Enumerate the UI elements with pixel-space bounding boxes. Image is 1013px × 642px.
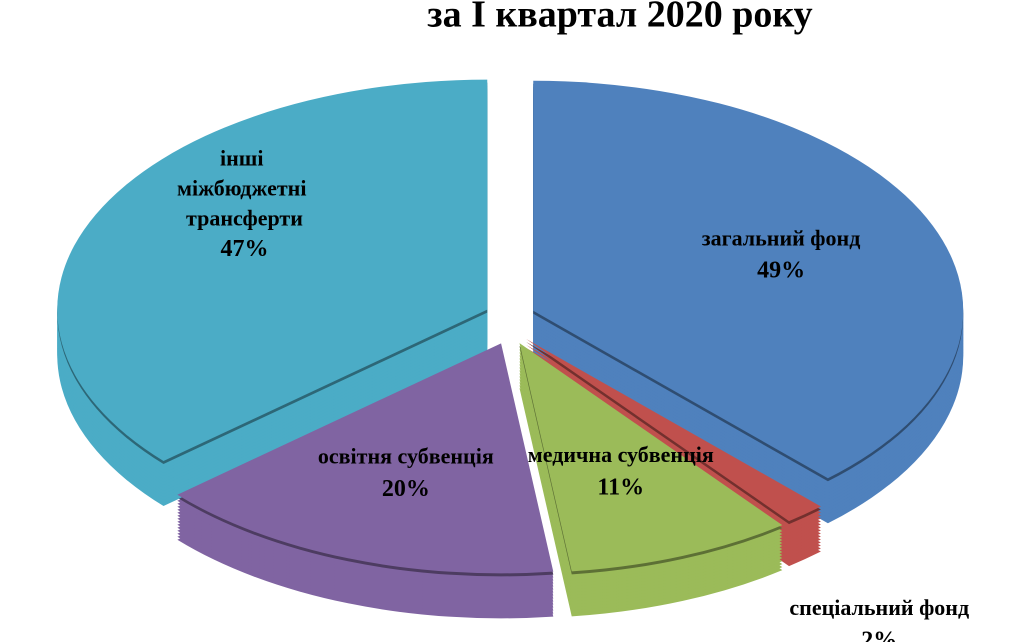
- slice-value-label: 11%: [597, 475, 644, 501]
- slice-value-label: 2%: [861, 627, 897, 642]
- label-line: трансферти: [186, 206, 303, 231]
- slice: [533, 80, 964, 479]
- slice-label: загальний фонд: [702, 225, 861, 250]
- slice-label: інші міжбюджетні трансферти: [177, 146, 312, 231]
- slice-label: медична субвенція: [528, 442, 714, 467]
- slice: [57, 79, 488, 462]
- slice: [526, 339, 821, 522]
- label-line: інші: [220, 146, 269, 171]
- slice-label: освітня субвенція: [318, 444, 494, 469]
- label-line: міжбюджетні: [177, 176, 312, 201]
- slice: [177, 343, 554, 574]
- slice: [519, 343, 783, 572]
- chart-title: за I квартал 2020 року: [427, 0, 812, 36]
- slice-value-label: 49%: [757, 258, 805, 284]
- slice-label: спеціальний фонд: [789, 595, 969, 620]
- slice-value-label: 47%: [220, 236, 268, 262]
- slice-value-label: 20%: [382, 476, 430, 502]
